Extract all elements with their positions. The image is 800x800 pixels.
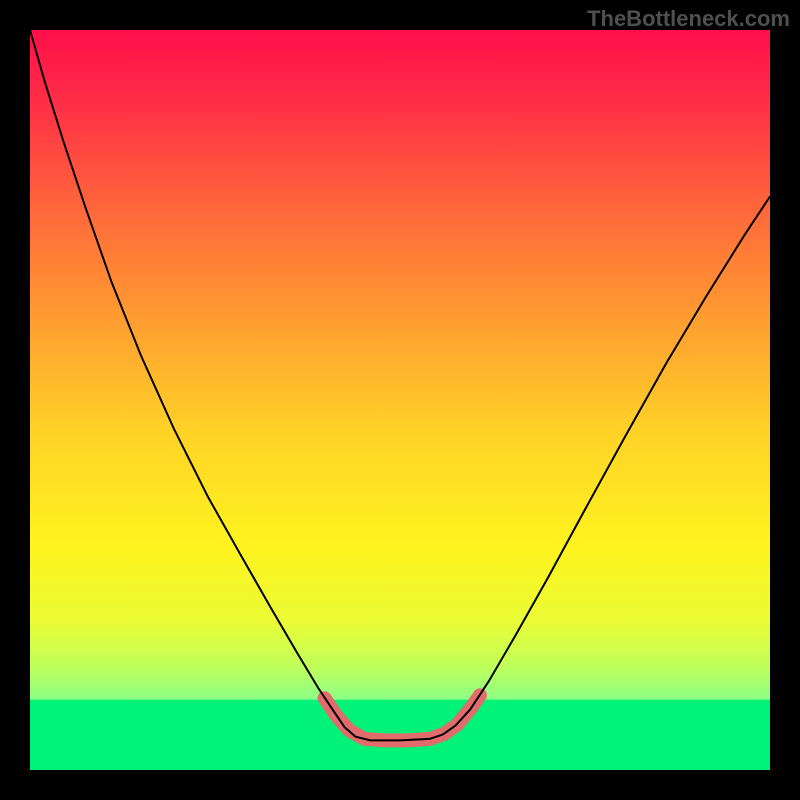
chart-svg	[0, 0, 800, 800]
bottleneck-chart: TheBottleneck.com	[0, 0, 800, 800]
plot-area	[30, 30, 770, 770]
